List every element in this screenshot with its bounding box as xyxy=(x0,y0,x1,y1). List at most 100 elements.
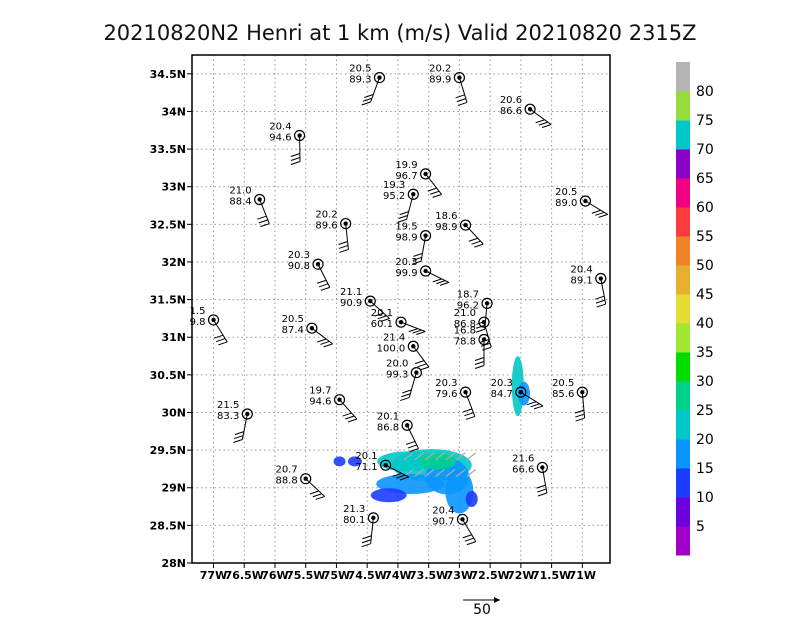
reference-arrowhead xyxy=(494,597,500,603)
station-marker: 20.399.9 xyxy=(395,257,450,286)
station-temperature: 20.2 xyxy=(429,64,451,75)
x-tick-label: 75W xyxy=(323,569,350,582)
wind-barb-flag xyxy=(399,476,409,481)
station-humidity: 98.9 xyxy=(395,233,417,244)
station-temperature: 21.0 xyxy=(229,185,251,196)
station-marker: 20.171.1 xyxy=(355,451,410,481)
y-tick-label: 32N xyxy=(161,256,186,269)
station-dot xyxy=(540,465,545,470)
wind-barb-flag xyxy=(408,328,418,333)
station-marker: 20.587.4 xyxy=(282,314,333,348)
wind-barb-flag xyxy=(380,318,390,322)
station-marker: 20.585.6 xyxy=(552,378,588,422)
station-humidity: 60.1 xyxy=(371,319,393,330)
wind-barb-flag xyxy=(439,281,450,286)
station-ring xyxy=(453,71,465,84)
station-temperature: 20.1 xyxy=(377,411,399,422)
station-marker: 19.598.9 xyxy=(395,222,432,265)
wind-barb-flag xyxy=(414,360,425,365)
wind-barb-flag xyxy=(471,240,481,245)
wind-barb-flag xyxy=(466,541,477,546)
wind-barb-flag xyxy=(347,418,358,423)
station-humidity: 94.6 xyxy=(269,133,291,144)
wind-barb-staff xyxy=(345,223,349,250)
wind-barb-staff xyxy=(483,322,492,348)
station-ring xyxy=(364,295,376,307)
station-ring xyxy=(419,230,432,242)
wind-barb-flag xyxy=(526,401,537,406)
wind-barb-flag xyxy=(412,329,422,334)
station-dot xyxy=(257,197,262,202)
wind-barb-flag xyxy=(475,328,485,333)
wind-barb-flag xyxy=(396,474,406,479)
wind-barb-flag xyxy=(538,121,549,126)
wind-barb-staff xyxy=(406,194,414,220)
station-dot xyxy=(484,301,490,306)
colorbar-label: 15 xyxy=(696,461,714,477)
wind-barb-flag xyxy=(596,303,606,308)
wind-barb-staff xyxy=(259,199,270,224)
station-marker: 20.490.7 xyxy=(432,505,477,546)
wind-barb-flag xyxy=(361,101,371,106)
wind-barb-flag xyxy=(260,223,270,228)
colorbar: 5 10 15 20 25 30 35 40 45 50 55 60 65 70 75 80 xyxy=(676,62,714,556)
radar-vector xyxy=(455,468,466,477)
station-temperature: 19.3 xyxy=(383,180,405,191)
wind-barb-staff xyxy=(370,77,380,103)
station-humidity: 90.8 xyxy=(288,261,310,272)
wind-barb-flag xyxy=(591,209,601,214)
station-marker: 20.788.8 xyxy=(275,465,326,500)
wind-barb-flag xyxy=(377,315,387,320)
station-temperature: 19.5 xyxy=(395,222,417,233)
station-dot xyxy=(383,462,388,468)
station-dot xyxy=(598,276,603,281)
station-dot xyxy=(481,337,487,342)
station-marker: 20.160.1 xyxy=(371,308,426,335)
wind-barb-flag xyxy=(432,193,442,198)
wind-barb-flag xyxy=(411,260,422,265)
station-marker: 16.878.8 xyxy=(454,325,490,369)
station-humidity: 78.8 xyxy=(454,336,476,347)
wind-barb-flag xyxy=(399,211,409,216)
station-marker: 21.666.6 xyxy=(512,453,548,497)
station-humidity: 89.6 xyxy=(315,221,337,232)
wind-barb-flag xyxy=(401,393,411,398)
station-ring xyxy=(300,473,312,485)
x-tick-label: 75.5W xyxy=(286,569,325,582)
wind-barb-staff xyxy=(462,519,477,542)
wind-barb-flag xyxy=(320,286,330,291)
wind-barb-flag xyxy=(290,153,301,157)
station-ring xyxy=(459,386,472,398)
x-tick-label: 76W xyxy=(261,569,288,582)
reference-vector: 50 xyxy=(463,597,500,618)
station-ring xyxy=(401,419,413,431)
station-temperature: 21.6 xyxy=(512,453,534,464)
station-humidity: 84.7 xyxy=(491,389,513,400)
x-tick-label: 77W xyxy=(200,569,227,582)
wind-barb-flag xyxy=(315,495,325,500)
station-temperature: 20.5 xyxy=(349,64,371,75)
station-humidity: 94.6 xyxy=(309,397,331,408)
wind-barb-flag xyxy=(361,539,372,544)
station-humidity: 71.1 xyxy=(355,462,377,473)
station-temperature: 20.1 xyxy=(355,451,377,462)
station-dot xyxy=(297,133,302,138)
station-marker: 21.088.4 xyxy=(229,185,270,228)
colorbar-segment xyxy=(676,497,690,527)
station-marker: 20.384.7 xyxy=(491,378,544,410)
station-ring xyxy=(312,258,324,270)
colorbar-label: 40 xyxy=(696,316,714,332)
wind-speed-patch xyxy=(370,488,407,503)
wind-barb-flag xyxy=(474,361,485,365)
station-ring xyxy=(207,314,220,326)
wind-barb-flag xyxy=(234,431,245,436)
wind-barb-flag xyxy=(290,157,301,161)
wind-barb-flag xyxy=(257,215,267,220)
colorbar-segment xyxy=(676,468,690,498)
colorbar-segment xyxy=(676,236,690,266)
station-humidity: 89.3 xyxy=(349,75,371,86)
station-marker: 20.589.0 xyxy=(555,187,608,218)
y-tick-label: 30.5N xyxy=(150,369,186,382)
station-ring xyxy=(419,168,432,180)
station-dot xyxy=(463,389,468,395)
